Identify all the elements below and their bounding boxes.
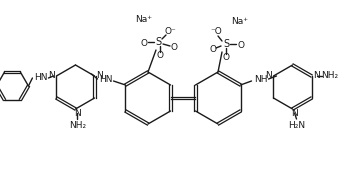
Text: O: O bbox=[141, 40, 147, 49]
Text: O: O bbox=[170, 43, 177, 51]
Text: O⁻: O⁻ bbox=[164, 28, 176, 36]
Text: N: N bbox=[265, 71, 272, 81]
Text: Na⁺: Na⁺ bbox=[135, 16, 153, 24]
Text: NH₂: NH₂ bbox=[69, 121, 86, 129]
Text: N: N bbox=[313, 71, 320, 81]
Text: O: O bbox=[223, 54, 229, 62]
Text: HN: HN bbox=[99, 75, 112, 83]
Text: O: O bbox=[210, 44, 216, 54]
Text: S: S bbox=[223, 39, 229, 49]
Text: O: O bbox=[156, 51, 164, 61]
Text: NH₂: NH₂ bbox=[321, 71, 338, 81]
Text: N: N bbox=[48, 71, 55, 81]
Text: NH: NH bbox=[254, 75, 267, 83]
Text: H₂N: H₂N bbox=[288, 121, 305, 129]
Text: N: N bbox=[291, 109, 298, 117]
Text: O: O bbox=[237, 42, 245, 50]
Text: N: N bbox=[96, 71, 103, 81]
Text: N: N bbox=[74, 109, 81, 117]
Text: Na⁺: Na⁺ bbox=[232, 17, 248, 27]
Text: S: S bbox=[155, 37, 161, 47]
Text: ⁻O: ⁻O bbox=[210, 28, 222, 36]
Text: HN: HN bbox=[34, 74, 47, 82]
